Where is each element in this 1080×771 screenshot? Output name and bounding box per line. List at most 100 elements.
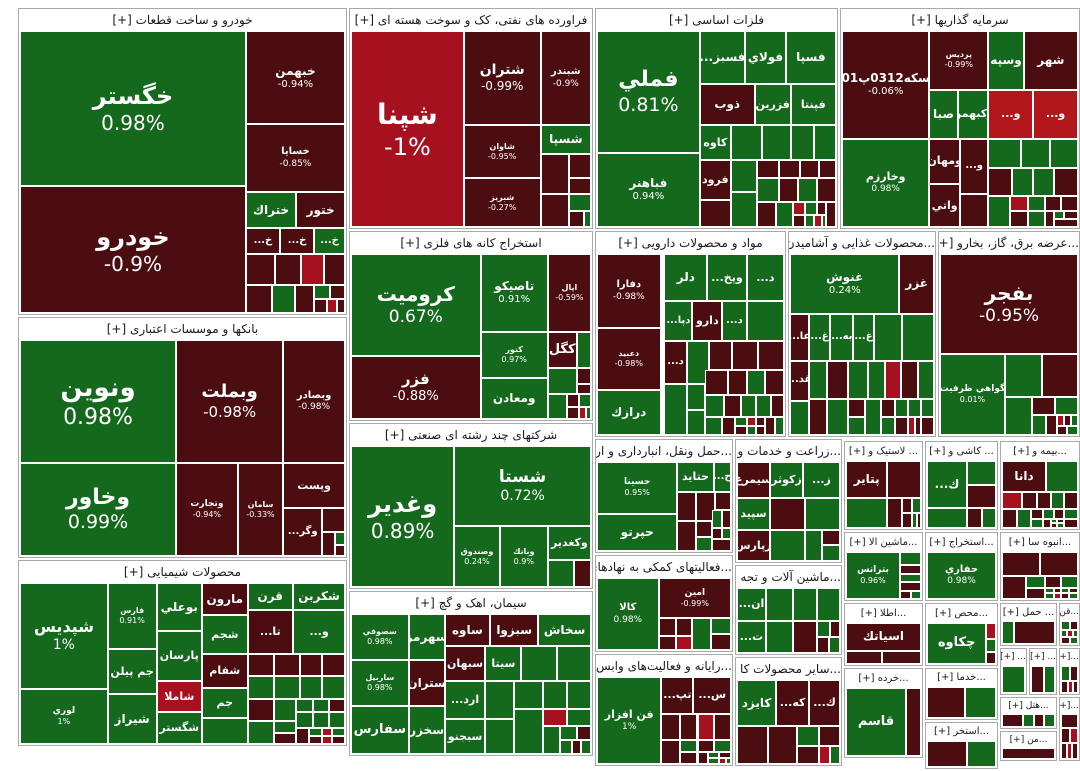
tile-basic-metals-blank-34[interactable] bbox=[826, 201, 836, 227]
tile-power-gas-blank-5[interactable] bbox=[1032, 396, 1055, 416]
tile-investments-blank-17[interactable] bbox=[1011, 168, 1034, 196]
tile-tire-rubber-blank-4[interactable] bbox=[902, 497, 912, 513]
tile-basic-metals-blank-16[interactable] bbox=[757, 160, 779, 178]
tile-investments-2[interactable]: پرديس -0.99% bbox=[929, 31, 989, 90]
tile-cement-13[interactable]: ارد... bbox=[444, 681, 486, 719]
tile-chemicals-blank-34[interactable] bbox=[296, 711, 313, 728]
tile-basic-metals-blank-14[interactable] bbox=[814, 125, 836, 161]
tile-ceramic-tile-blank-3[interactable] bbox=[927, 507, 968, 528]
tile-food-beverage-blank-30[interactable] bbox=[921, 416, 934, 435]
tile-chemicals-blank-19[interactable] bbox=[273, 653, 300, 677]
tile-food-beverage-blank-16[interactable] bbox=[918, 360, 934, 399]
sector-header-small-sector-a[interactable]: ... [+] bbox=[1001, 649, 1026, 666]
tile-banks-7[interactable]: وگر... bbox=[283, 508, 323, 556]
tile-food-beverage-blank-23[interactable] bbox=[880, 416, 896, 435]
tile-cement-0[interactable]: سصوفي 0.98% bbox=[351, 614, 409, 661]
sector-header-oil-extraction[interactable]: ...استخراج [+] bbox=[926, 533, 997, 552]
tile-basic-metals-blank-33[interactable] bbox=[821, 215, 827, 227]
tile-investments-blank-21[interactable] bbox=[1009, 195, 1029, 212]
tile-tire-rubber-blank-5[interactable] bbox=[912, 497, 921, 513]
tile-pharma-blank-14[interactable] bbox=[731, 340, 758, 370]
tile-computer-blank-4[interactable] bbox=[680, 713, 698, 740]
tile-computer-blank-15[interactable] bbox=[708, 757, 719, 764]
tile-basic-metals-blank-20[interactable] bbox=[730, 191, 758, 227]
sector-header-insurance[interactable]: ...بیمه و [+] bbox=[1001, 442, 1079, 461]
tile-insurance-blank-3[interactable] bbox=[1021, 491, 1037, 510]
tile-cement-blank-19[interactable] bbox=[567, 681, 591, 710]
tile-machinery-equip-blank-4[interactable] bbox=[817, 588, 840, 621]
tile-power-gas-blank-8[interactable] bbox=[1046, 415, 1058, 435]
tile-investments-blank-25[interactable] bbox=[1009, 211, 1029, 227]
tile-chemicals-blank-25[interactable] bbox=[322, 676, 345, 699]
tile-pharma-10[interactable]: د... bbox=[664, 340, 687, 385]
tile-power-gas-blank-3[interactable] bbox=[1042, 353, 1078, 397]
tile-auto-parts-7[interactable]: خ... bbox=[280, 228, 315, 254]
tile-metal-mining-3[interactable]: اپال -0.59% bbox=[547, 254, 591, 332]
tile-other-products-2-blank-1[interactable] bbox=[986, 623, 996, 640]
tile-chemicals-blank-31[interactable] bbox=[247, 721, 274, 744]
tile-power-gas-blank-6[interactable] bbox=[1054, 396, 1078, 416]
tile-chemicals-4[interactable]: شيراز bbox=[107, 694, 157, 744]
tile-hotel-blank-3[interactable] bbox=[1044, 714, 1055, 727]
tile-food-beverage-0[interactable]: غنوش 0.24% bbox=[790, 254, 900, 314]
tile-extraction-2-blank-0[interactable] bbox=[927, 741, 968, 767]
tile-basic-metals-6[interactable]: فزرين bbox=[754, 83, 791, 126]
tile-investments-10[interactable]: واتي bbox=[929, 183, 960, 227]
sector-header-telecom-info[interactable]: ...اطلا [+] bbox=[845, 604, 922, 623]
tile-pharma-0[interactable]: دفارا -0.98% bbox=[597, 254, 661, 329]
tile-cement-blank-22[interactable] bbox=[567, 709, 591, 726]
tile-sugar-blank-2[interactable] bbox=[1061, 630, 1067, 638]
tile-computer-1[interactable]: تپ... bbox=[661, 677, 694, 714]
tile-power-gas-blank-7[interactable] bbox=[1032, 415, 1047, 435]
tile-other-products-2[interactable]: ك... bbox=[809, 680, 840, 727]
tile-financial-aux-0[interactable]: كالا 0.98% bbox=[597, 578, 659, 650]
tile-chemicals-8[interactable]: شگستر bbox=[156, 711, 202, 744]
tile-agriculture-blank-10[interactable] bbox=[822, 545, 840, 561]
tile-computer-blank-16[interactable] bbox=[718, 757, 726, 764]
sector-header-financial-aux[interactable]: ...فعالیتهای کمکی به نهادهای [+] bbox=[596, 556, 732, 578]
tile-machinery-equip-blank-9[interactable] bbox=[817, 636, 829, 653]
tile-investments-11[interactable]: و... bbox=[960, 138, 989, 194]
tile-pharma-8[interactable]: د... bbox=[722, 301, 747, 341]
tile-ceramic-tile-blank-2[interactable] bbox=[967, 485, 996, 508]
tile-machinery-equip-0[interactable]: ان... bbox=[737, 588, 766, 621]
tile-pharma-blank-31[interactable] bbox=[746, 416, 756, 426]
tile-computer-blank-14[interactable] bbox=[718, 751, 731, 758]
tile-investments-blank-30[interactable] bbox=[1054, 219, 1078, 227]
tile-telecom-info-blank-1[interactable] bbox=[846, 650, 882, 664]
tile-real-estate-blank-0[interactable] bbox=[1002, 552, 1040, 577]
tile-sugar-blank-0[interactable] bbox=[1061, 621, 1071, 631]
tile-sugar-blank-4[interactable] bbox=[1072, 630, 1078, 638]
tile-pharma-blank-24[interactable] bbox=[740, 395, 756, 417]
tile-multi-industry-blank-5[interactable] bbox=[547, 560, 575, 587]
tile-chemicals-blank-22[interactable] bbox=[247, 676, 274, 699]
tile-pharma-blank-33[interactable] bbox=[746, 425, 756, 435]
tile-multi-industry-0[interactable]: وغدير 0.89% bbox=[351, 446, 455, 587]
tile-auto-parts-blank-17[interactable] bbox=[330, 284, 345, 299]
tile-investments-blank-23[interactable] bbox=[1044, 195, 1062, 212]
sector-header-pharma[interactable]: مواد و محصولات دارویی [+] bbox=[596, 232, 785, 254]
tile-insurance-blank-13[interactable] bbox=[1030, 518, 1044, 528]
tile-oil-products-blank-6[interactable] bbox=[540, 154, 570, 194]
tile-cement-10[interactable]: سيتا bbox=[485, 646, 522, 682]
tile-chemicals-15[interactable]: تا... bbox=[247, 610, 293, 654]
tile-food-beverage-blank-17[interactable] bbox=[808, 398, 828, 435]
tile-banks-2[interactable]: وبملت -0.98% bbox=[176, 340, 284, 464]
tile-chemicals-7[interactable]: شاملا bbox=[156, 681, 202, 712]
tile-other-products-blank-7[interactable] bbox=[796, 745, 820, 764]
tile-chemicals-blank-37[interactable] bbox=[296, 727, 310, 744]
tile-transport-blank-12[interactable] bbox=[712, 527, 722, 540]
sector-header-computer[interactable]: ...رایانه و فعالیت‌های وابس [+] bbox=[596, 655, 732, 677]
tile-food-beverage-blank-15[interactable] bbox=[900, 360, 919, 399]
tile-agriculture-blank-9[interactable] bbox=[822, 530, 840, 546]
tile-cement-blank-27[interactable] bbox=[571, 740, 582, 754]
tile-investments-blank-22[interactable] bbox=[1028, 195, 1045, 212]
tile-pharma-blank-28[interactable] bbox=[722, 416, 736, 435]
tile-investments-blank-19[interactable] bbox=[1054, 168, 1078, 196]
tile-computer-2[interactable]: س... bbox=[693, 677, 731, 714]
tile-transport-1[interactable]: حپرتو bbox=[597, 513, 678, 551]
tile-oil-products-blank-9[interactable] bbox=[540, 193, 570, 227]
tile-tire-rubber-0[interactable]: پتاير bbox=[846, 461, 888, 498]
sector-header-machinery-elec[interactable]: ...ماشین الا [+] bbox=[845, 533, 922, 552]
tile-insurance-blank-5[interactable] bbox=[1050, 491, 1065, 510]
